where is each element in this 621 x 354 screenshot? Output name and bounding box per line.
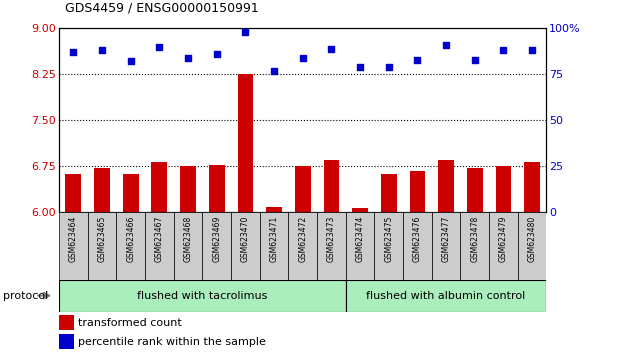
Text: transformed count: transformed count [78,318,182,328]
Bar [59,212,88,280]
Point [269,68,279,74]
Text: GSM623469: GSM623469 [212,216,221,262]
Text: GSM623470: GSM623470 [241,216,250,262]
Point [155,44,165,50]
Bar [374,212,403,280]
Text: protocol: protocol [3,291,48,301]
Text: GSM623476: GSM623476 [413,216,422,262]
Text: GSM623477: GSM623477 [442,216,451,262]
Text: GSM623479: GSM623479 [499,216,508,262]
Bar [460,212,489,280]
Text: GSM623478: GSM623478 [470,216,479,262]
Bar [317,212,346,280]
Point [499,47,509,53]
Point [412,57,422,62]
Text: GSM623466: GSM623466 [126,216,135,262]
Bar [202,212,231,280]
Point [527,47,537,53]
Bar [59,334,74,348]
Point [68,50,78,55]
Text: GSM623473: GSM623473 [327,216,336,262]
Point [384,64,394,70]
Bar [432,212,460,280]
Bar [496,166,511,212]
Bar [403,212,432,280]
Bar [288,212,317,280]
Point [183,55,193,61]
Text: percentile rank within the sample: percentile rank within the sample [78,337,266,347]
Bar [295,166,310,212]
Text: GSM623464: GSM623464 [69,216,78,262]
Point [441,42,451,48]
Point [327,46,337,51]
Bar [467,168,483,212]
Bar [266,207,282,212]
Text: GSM623465: GSM623465 [97,216,107,262]
Bar [438,160,454,212]
Bar [260,212,288,280]
Bar [152,162,167,212]
Bar [489,212,518,280]
Text: GSM623475: GSM623475 [384,216,393,262]
Bar [116,212,145,280]
Bar [410,171,425,212]
Bar [123,175,138,212]
Text: flushed with albumin control: flushed with albumin control [366,291,526,301]
Text: GDS4459 / ENSG00000150991: GDS4459 / ENSG00000150991 [65,1,259,14]
Bar [145,212,174,280]
Bar [352,208,368,212]
Point [298,55,308,61]
Bar [88,212,116,280]
Bar [231,212,260,280]
Point [240,29,250,35]
Bar [65,175,81,212]
Text: GSM623471: GSM623471 [270,216,279,262]
Bar [59,315,74,330]
Bar [324,160,339,212]
Text: GSM623480: GSM623480 [528,216,537,262]
Point [125,59,135,64]
Bar [381,175,397,212]
Text: GSM623468: GSM623468 [184,216,193,262]
Bar [518,212,546,280]
Point [212,51,222,57]
Point [470,57,480,62]
Text: GSM623474: GSM623474 [356,216,365,262]
Bar [94,168,110,212]
Bar [174,212,202,280]
Bar [346,212,374,280]
Bar [237,74,253,212]
Point [355,64,365,70]
Text: GSM623467: GSM623467 [155,216,164,262]
Bar [59,280,346,312]
Bar [209,165,225,212]
Point [97,47,107,53]
Bar [524,162,540,212]
Bar [346,280,546,312]
Text: flushed with tacrolimus: flushed with tacrolimus [137,291,268,301]
Text: GSM623472: GSM623472 [298,216,307,262]
Bar [180,166,196,212]
